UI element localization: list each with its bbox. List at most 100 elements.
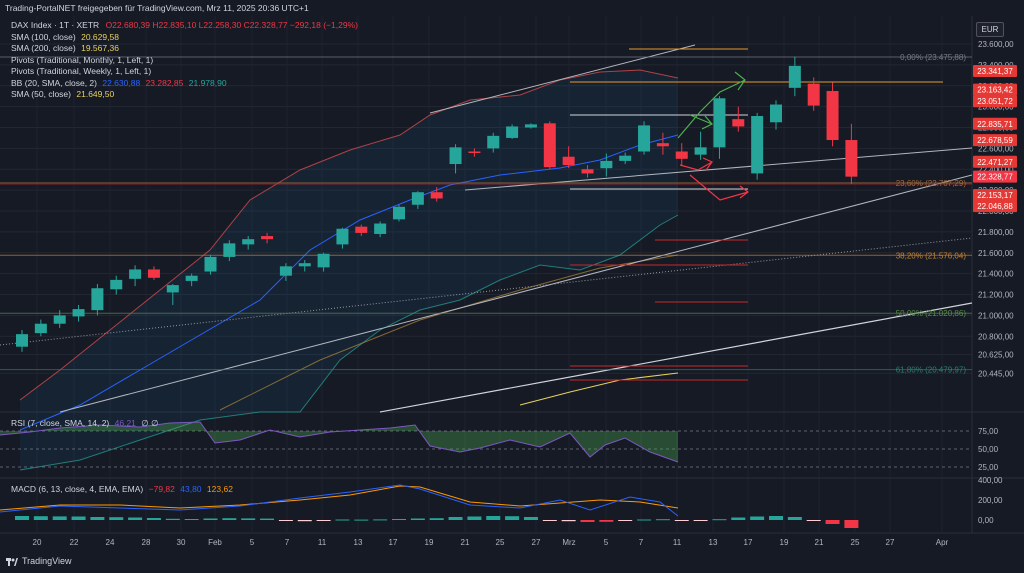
projection-arrow-mid [689, 114, 713, 130]
legend-sma200[interactable]: SMA (200, close) 19.567,36 [11, 43, 358, 55]
macd-histogram-bar [373, 519, 388, 521]
x-tick-label: 25 [851, 538, 860, 547]
main-series-legend[interactable]: DAX Index · 1T · XETR O22.680,39 H22.835… [11, 20, 358, 32]
macd-histogram-bar [769, 516, 783, 520]
x-tick-label: 27 [886, 538, 895, 547]
fib-level-label: 38,20% (21.576,04) [896, 251, 967, 260]
candles [16, 56, 858, 352]
price-label-box [973, 95, 1017, 108]
rsi-extra: ∅ ∅ [141, 418, 159, 428]
x-tick-label: Apr [936, 538, 949, 547]
candle-body [524, 124, 537, 128]
y-tick-label: 21.800,00 [978, 228, 1014, 237]
tradingview-logo[interactable]: TradingView [6, 556, 72, 566]
candle-body [242, 239, 255, 245]
candle-body [393, 206, 405, 220]
macd-histogram-bar [71, 516, 86, 520]
y-tick-label: 21.400,00 [978, 270, 1014, 279]
macd-histogram-bar [599, 520, 614, 522]
y-tick-label: 23.600,00 [978, 40, 1014, 49]
macd-legend[interactable]: MACD (6, 13, close, 4, EMA, EMA) −79,82 … [11, 484, 233, 494]
macd-histogram-bar [787, 517, 802, 520]
price-label-box [973, 200, 1017, 213]
y-tick-label: 20.625,00 [978, 351, 1014, 360]
chart-header: Trading-PortalNET freigegeben für Tradin… [5, 3, 309, 13]
trendline-dotted [0, 237, 973, 346]
x-tick-label: 17 [744, 538, 753, 547]
legend-bb[interactable]: BB (20, SMA, close, 2) 22.630,88 23.282,… [11, 78, 358, 90]
candle-body [845, 140, 858, 177]
x-tick-label: 24 [106, 538, 115, 547]
x-tick-label: 27 [532, 538, 541, 547]
symbol-label: DAX Index · 1T · XETR [11, 20, 100, 30]
rsi-tick-label: 50,00 [978, 445, 999, 454]
legend-label: SMA (50, close) [11, 89, 71, 99]
x-tick-label: 19 [780, 538, 789, 547]
macd-histogram-bar [90, 517, 105, 520]
rsi-legend[interactable]: RSI (7, close, SMA, 14, 2) 46,21 ∅ ∅ [11, 418, 158, 429]
candle-body [374, 223, 387, 234]
macd-histogram-bar [542, 520, 557, 521]
candle-body [619, 155, 632, 161]
price-label-box [973, 134, 1017, 147]
macd-value-macd: 43,80 [180, 484, 202, 494]
candle-body [279, 266, 292, 276]
projection-arrow-red2 [689, 174, 749, 201]
candle-body [355, 226, 368, 233]
macd-histogram-bar [316, 520, 331, 521]
macd-histogram-bar [655, 519, 670, 521]
legend-sma50[interactable]: SMA (50, close) 21.649,50 [11, 89, 358, 101]
sma100-line [519, 372, 679, 406]
bb-upper-line [19, 69, 679, 401]
macd-histogram-bar [260, 518, 275, 520]
x-tick-label: 28 [142, 538, 151, 547]
legend-value: 21.649,50 [76, 89, 115, 99]
time-axis[interactable]: 20 22 24 28 30 Feb 5 7 11 13 17 19 21 25 27 Mrz 5 7 11 13 17… [33, 538, 949, 547]
x-tick-label: Mrz [562, 538, 575, 547]
macd-histogram-bar [241, 518, 256, 520]
macd-value-signal: 123,62 [206, 484, 233, 494]
candle-body [430, 192, 443, 199]
macd-histogram-bar [750, 516, 765, 520]
ohlc-values: O22.680,39 H22.835,10 L22.258,30 C22.328… [105, 20, 358, 30]
price-label-box [973, 83, 1017, 96]
macd-line [0, 484, 679, 517]
candle-body [72, 309, 85, 317]
legend-label: Pivots (Traditional, Monthly, 1, Left, 1… [11, 54, 154, 65]
x-tick-label: 21 [815, 538, 824, 547]
candle-body [91, 288, 104, 311]
rsi-tick-label: 25,00 [978, 463, 999, 472]
candle-body [770, 104, 782, 123]
candle-body [713, 98, 726, 148]
candle-body [298, 263, 311, 267]
x-tick-label: 30 [177, 538, 186, 547]
legend-pivots-weekly[interactable]: Pivots (Traditional, Weekly, 1, Left, 1) [11, 66, 358, 78]
logo-text: TradingView [22, 556, 72, 566]
x-tick-label: 19 [425, 538, 434, 547]
legend-label: SMA (200, close) [11, 43, 76, 53]
candle-body [694, 147, 707, 155]
currency-button[interactable]: EUR [976, 22, 1004, 37]
macd-histogram-bar [637, 519, 652, 521]
macd-histogram-bar [184, 519, 199, 520]
y-tick-label: 22.400,00 [978, 165, 1014, 174]
macd-histogram-bar [712, 519, 727, 521]
price-label: 23.051,72 [977, 97, 1013, 106]
macd-pane: 400,00 200,00 0,00 [0, 476, 1003, 528]
fib-level-label: 0,00% (23.475,88) [900, 53, 966, 62]
price-axis[interactable]: 23.600,0023.400,0023.200,0023.000,0022.8… [973, 40, 1017, 378]
rsi-value: 46,21 [114, 418, 136, 428]
candle-body [147, 269, 160, 278]
legend-sma100[interactable]: SMA (100, close) 20.629,58 [11, 32, 358, 44]
macd-signal-line [0, 485, 679, 511]
macd-histogram-bar [392, 519, 406, 520]
x-tick-label: 5 [250, 538, 255, 547]
legend-pivots-monthly[interactable]: Pivots (Traditional, Monthly, 1, Left, 1… [11, 55, 358, 67]
macd-histogram-bar [674, 520, 689, 521]
macd-histogram-bar [806, 520, 821, 521]
trendline-2 [379, 302, 973, 413]
macd-histogram-bar [15, 516, 29, 520]
macd-tick-label: 400,00 [978, 476, 1003, 485]
rsi-line [0, 421, 679, 463]
